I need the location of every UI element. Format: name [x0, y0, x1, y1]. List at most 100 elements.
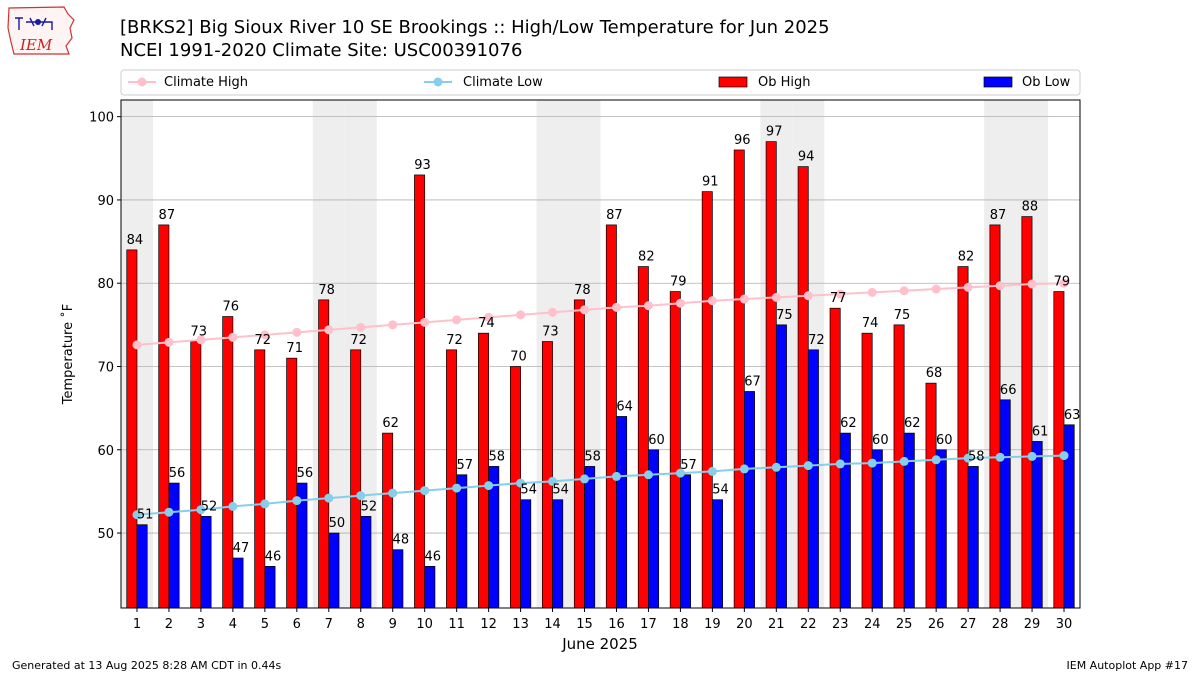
- legend-climate-high-label: Climate High: [164, 75, 248, 90]
- ob-low-bar: [168, 482, 180, 609]
- ob-low-value-label: 46: [425, 549, 442, 564]
- ob-high-bar: [1053, 291, 1065, 609]
- ob-low-bar: [967, 466, 979, 609]
- climate-low-marker: [771, 462, 781, 472]
- ob-low-value-label: 52: [201, 499, 218, 514]
- x-tick-label: 18: [672, 617, 689, 632]
- ob-low-value-label: 60: [872, 433, 889, 448]
- ob-low-value-label: 54: [520, 483, 537, 498]
- ob-high-value-label: 87: [990, 208, 1007, 223]
- ob-low-value-label: 58: [968, 449, 985, 464]
- climate-low-marker: [196, 505, 206, 515]
- x-axis-label: June 2025: [561, 635, 638, 653]
- climate-low-marker: [132, 510, 142, 520]
- legend-ob-low-label: Ob Low: [1022, 75, 1071, 90]
- ob-low-value-label: 60: [648, 433, 665, 448]
- ob-high-bar: [701, 191, 713, 609]
- climate-low-marker: [995, 452, 1005, 462]
- legend-climate-low-marker: [433, 77, 443, 87]
- legend-ob-high-label: Ob High: [758, 75, 811, 90]
- generated-timestamp: Generated at 13 Aug 2025 8:28 AM CDT in …: [12, 659, 282, 672]
- climate-low-marker: [675, 468, 685, 478]
- x-tick-label: 27: [960, 617, 977, 632]
- ob-low-bar: [552, 499, 564, 609]
- ob-low-bar: [136, 524, 148, 609]
- x-tick-label: 23: [832, 617, 849, 632]
- climate-low-marker: [1059, 451, 1069, 461]
- ob-high-value-label: 74: [862, 316, 879, 331]
- plot-frame: [120, 99, 1081, 609]
- ob-low-value-label: 66: [1000, 383, 1017, 398]
- ob-low-value-label: 57: [456, 458, 473, 473]
- ob-low-value-label: 48: [393, 533, 410, 548]
- ob-high-value-label: 75: [894, 308, 911, 323]
- ob-high-bar: [382, 432, 394, 609]
- climate-low-line: [136, 454, 1065, 516]
- ob-high-bar: [893, 324, 905, 609]
- ob-high-value-label: 82: [958, 250, 975, 265]
- ob-high-value-label: 73: [542, 325, 559, 340]
- ob-high-value-label: 91: [702, 175, 719, 190]
- x-tick-label: 21: [768, 617, 785, 632]
- ob-low-value-label: 64: [616, 399, 633, 414]
- iem-logo-text: IEM: [19, 36, 53, 54]
- y-tick-label: 60: [97, 444, 114, 459]
- climate-low-marker: [164, 507, 174, 517]
- ob-low-bar: [935, 449, 947, 609]
- x-tick-label: 7: [325, 617, 333, 632]
- ob-low-value-label: 56: [169, 466, 186, 481]
- x-tick-label: 24: [864, 617, 881, 632]
- climate-low-marker: [484, 481, 494, 491]
- x-tick-label: 4: [229, 617, 237, 632]
- climate-high-marker: [292, 327, 302, 337]
- y-tick-label: 80: [97, 277, 114, 292]
- ob-low-value-label: 67: [744, 374, 761, 389]
- ob-low-value-label: 62: [840, 416, 857, 431]
- climate-low-marker: [580, 474, 590, 484]
- climate-high-marker: [867, 287, 877, 297]
- climate-low-marker: [516, 478, 526, 488]
- ob-high-value-label: 76: [222, 300, 239, 315]
- legend-climate-high-marker: [137, 77, 147, 87]
- x-tick-label: 3: [197, 617, 205, 632]
- climate-low-marker: [1027, 451, 1037, 461]
- ob-high-value-label: 93: [414, 158, 431, 173]
- ob-low-bar: [264, 566, 276, 609]
- ob-high-value-label: 62: [382, 416, 399, 431]
- ob-low-value-label: 75: [776, 308, 793, 323]
- x-tick-label: 1: [133, 617, 141, 632]
- y-tick-label: 100: [89, 111, 114, 126]
- ob-high-value-label: 71: [286, 341, 303, 356]
- x-tick-label: 10: [416, 617, 433, 632]
- ob-high-bar: [478, 332, 489, 609]
- climate-high-marker: [196, 335, 206, 345]
- y-tick-label: 90: [97, 194, 114, 209]
- ob-high-bar: [318, 299, 330, 609]
- ob-low-bar: [584, 466, 596, 609]
- chart-title: [BRKS2] Big Sioux River 10 SE Brookings …: [120, 17, 830, 38]
- climate-low-marker: [324, 493, 334, 503]
- ob-low-value-label: 51: [137, 508, 154, 523]
- climate-low-marker: [260, 499, 270, 509]
- ob-high-bar: [158, 224, 170, 609]
- x-tick-label: 29: [1024, 617, 1041, 632]
- ob-low-bar: [712, 499, 723, 609]
- climate-high-marker: [1027, 279, 1037, 289]
- climate-low-marker: [548, 476, 558, 486]
- ob-high-value-label: 88: [1022, 200, 1039, 215]
- ob-low-value-label: 57: [680, 458, 697, 473]
- ob-high-value-label: 82: [638, 250, 655, 265]
- x-tick-label: 14: [544, 617, 561, 632]
- ob-high-bar: [829, 307, 841, 609]
- ob-high-value-label: 70: [510, 349, 527, 364]
- ob-high-value-label: 72: [446, 333, 463, 348]
- legend-ob-low-swatch: [983, 76, 1013, 88]
- ob-low-value-label: 63: [1064, 408, 1081, 423]
- y-tick-label: 70: [97, 360, 114, 375]
- climate-low-marker: [739, 464, 749, 474]
- climate-high-marker: [963, 282, 973, 292]
- ob-high-value-label: 78: [318, 283, 335, 298]
- x-tick-label: 6: [293, 617, 301, 632]
- x-tick-label: 9: [389, 617, 397, 632]
- climate-high-marker: [356, 322, 366, 332]
